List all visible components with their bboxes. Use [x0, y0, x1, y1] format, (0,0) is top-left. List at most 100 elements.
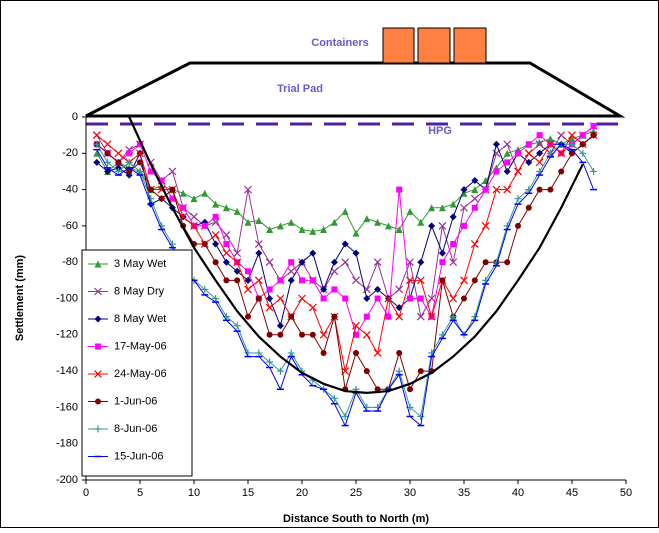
x-tick-label: 0 [83, 487, 89, 499]
marker [580, 141, 586, 147]
marker [245, 314, 251, 320]
y-tick-label: -200 [56, 474, 78, 486]
y-axis-label: Settlement (mm) [14, 255, 26, 342]
marker [353, 350, 359, 356]
marker [299, 332, 305, 338]
y-tick-label: -80 [62, 256, 78, 268]
marker [95, 344, 101, 350]
marker [310, 277, 316, 283]
marker [537, 132, 543, 138]
marker [407, 386, 413, 392]
x-tick-label: 50 [620, 487, 632, 499]
chart: Containers Trial Pad HPG Distance South … [0, 0, 659, 528]
y-tick-label: 0 [72, 111, 78, 123]
marker [558, 168, 564, 174]
marker [288, 314, 294, 320]
marker [547, 187, 553, 193]
x-tick-label: 35 [458, 487, 470, 499]
marker [407, 296, 413, 302]
legend-label: 3 May Wet [114, 258, 166, 270]
marker [364, 314, 370, 320]
marker [591, 123, 597, 129]
y-tick-label: -160 [56, 401, 78, 413]
marker [115, 159, 121, 165]
legend: 3 May Wet 8 May Dry 8 May Wet 17-May-06 24-M… [82, 250, 192, 476]
annotation: Trial Pad [277, 83, 323, 95]
marker [418, 368, 424, 374]
annotation: HPG [428, 125, 452, 137]
y-tick-label: -180 [56, 438, 78, 450]
x-tick-label: 45 [566, 487, 578, 499]
x-tick-label: 20 [296, 487, 308, 499]
marker [504, 259, 510, 265]
marker [569, 150, 575, 156]
marker [95, 399, 101, 405]
annotation: Containers [311, 37, 368, 49]
marker [267, 332, 273, 338]
marker [234, 277, 240, 283]
marker [180, 205, 186, 211]
y-tick-label: -140 [56, 365, 78, 377]
legend-label: 8 May Wet [114, 313, 166, 325]
marker [267, 286, 273, 292]
marker [483, 187, 489, 193]
x-tick-label: 10 [188, 487, 200, 499]
marker [396, 350, 402, 356]
marker [310, 332, 316, 338]
y-tick-label: -100 [56, 292, 78, 304]
marker [515, 223, 521, 229]
y-tick-label: -60 [62, 220, 78, 232]
marker [137, 159, 143, 165]
marker [213, 214, 219, 220]
legend-label: 15-Jun-06 [114, 450, 164, 462]
marker [331, 314, 337, 320]
legend-box [82, 250, 192, 476]
marker [213, 259, 219, 265]
marker [515, 150, 521, 156]
y-tick-label: -40 [62, 184, 78, 196]
marker [526, 205, 532, 211]
legend-label: 24-May-06 [114, 368, 167, 380]
marker [526, 141, 532, 147]
marker [364, 368, 370, 374]
marker [450, 241, 456, 247]
marker [223, 277, 229, 283]
marker [472, 277, 478, 283]
marker [202, 241, 208, 247]
x-axis-label: Distance South to North (m) [283, 513, 429, 525]
marker [385, 314, 391, 320]
x-tick-label: 25 [350, 487, 362, 499]
marker [105, 150, 111, 156]
marker [245, 268, 251, 274]
legend-label: 8 May Dry [114, 285, 165, 297]
marker [537, 187, 543, 193]
marker [299, 277, 305, 283]
marker [256, 296, 262, 302]
legend-label: 17-May-06 [114, 340, 167, 352]
y-tick-label: -120 [56, 329, 78, 341]
marker [461, 223, 467, 229]
marker [472, 205, 478, 211]
legend-label: 8-Jun-06 [114, 423, 157, 435]
marker [342, 296, 348, 302]
x-tick-label: 30 [404, 487, 416, 499]
marker [202, 223, 208, 229]
marker [223, 241, 229, 247]
legend-label: 1-Jun-06 [114, 395, 157, 407]
marker [591, 132, 597, 138]
marker [321, 350, 327, 356]
marker [277, 332, 283, 338]
marker [396, 187, 402, 193]
marker [461, 296, 467, 302]
x-tick-label: 40 [512, 487, 524, 499]
marker [321, 296, 327, 302]
marker [439, 259, 445, 265]
marker [418, 296, 424, 302]
marker [375, 296, 381, 302]
marker [169, 187, 175, 193]
marker [159, 196, 165, 202]
x-tick-label: 5 [137, 487, 143, 499]
marker [504, 159, 510, 165]
marker [126, 150, 132, 156]
x-tick-label: 15 [242, 487, 254, 499]
